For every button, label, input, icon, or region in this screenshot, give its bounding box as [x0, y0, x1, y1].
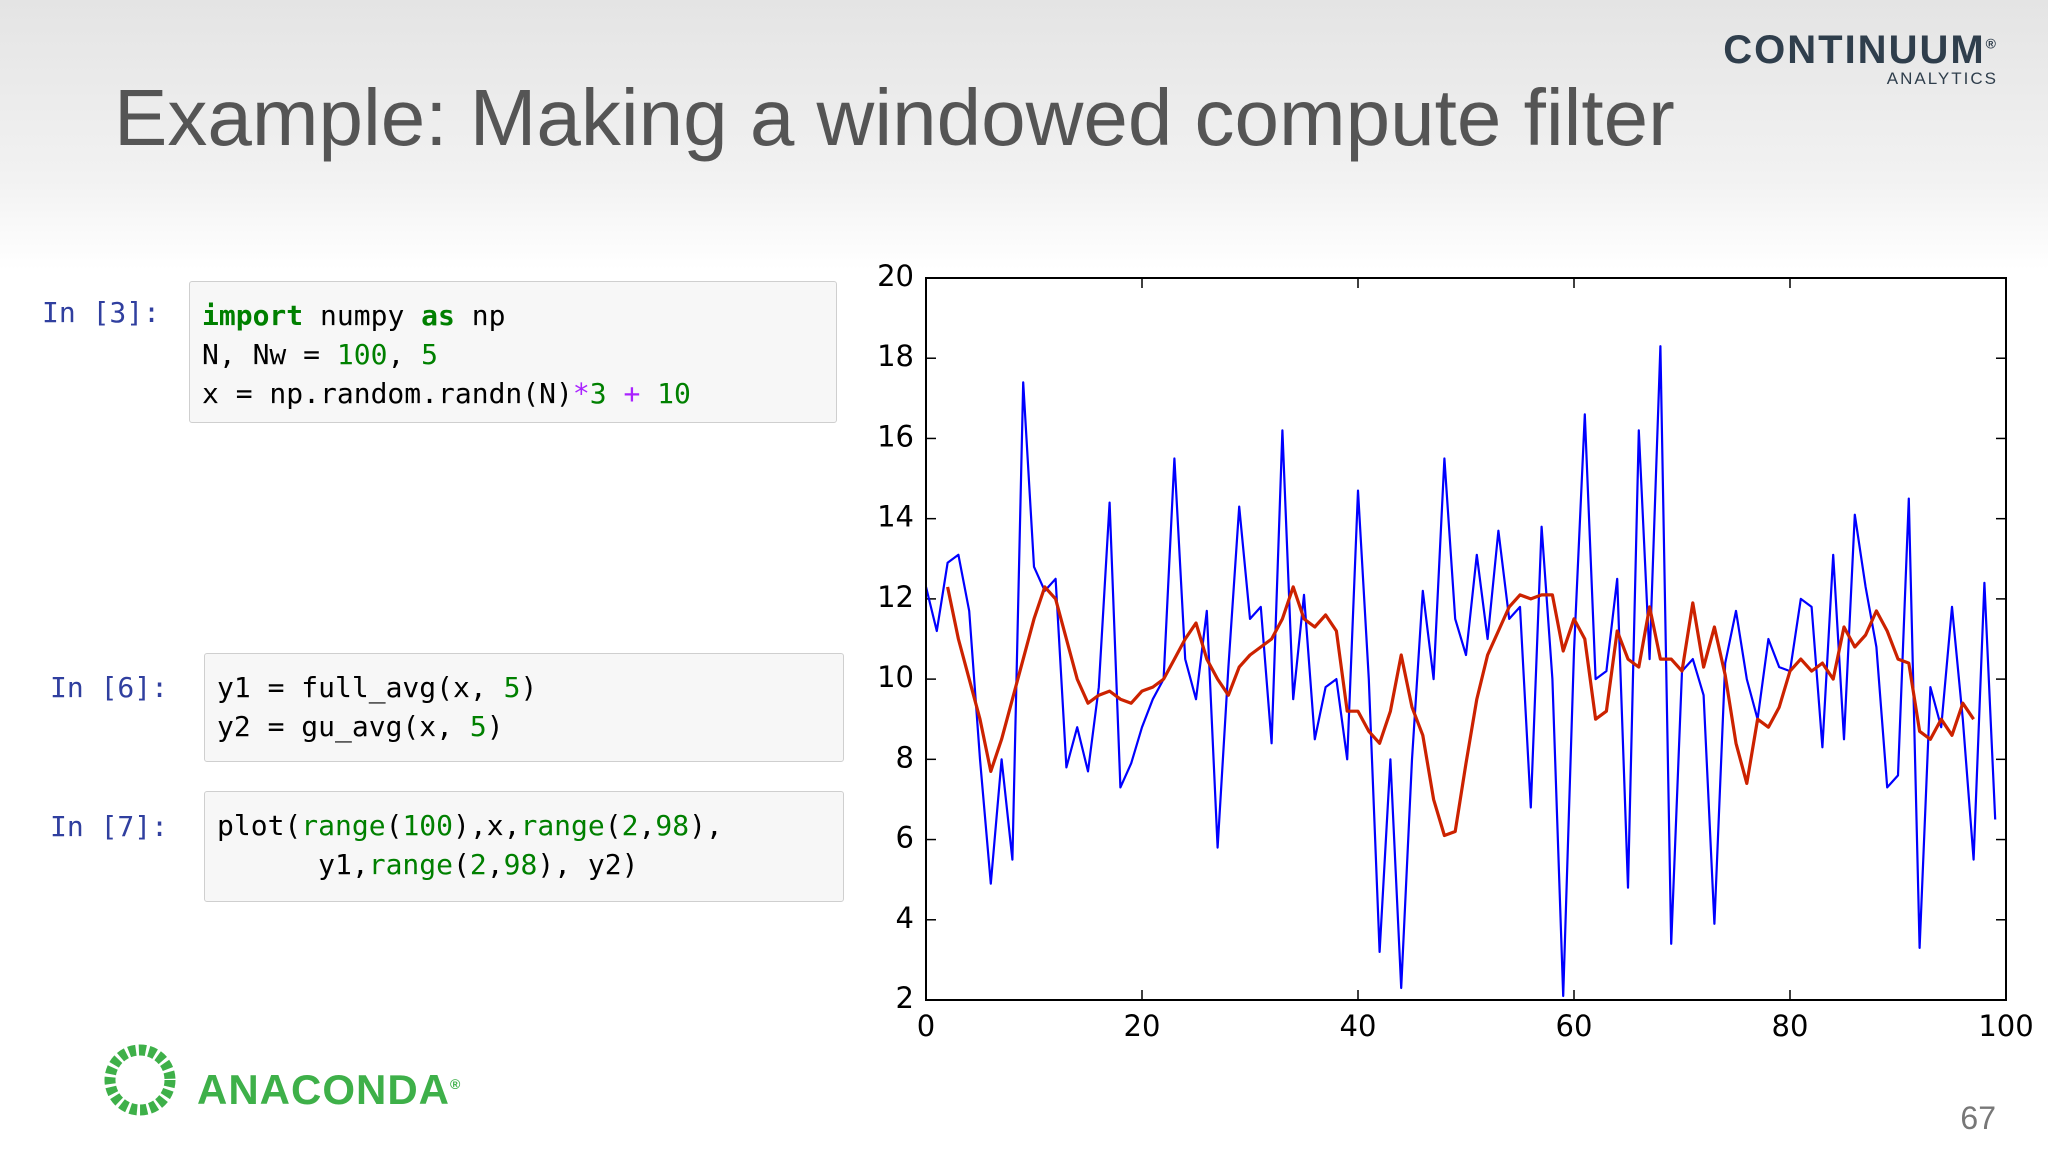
- y-tick-label: 14: [877, 500, 914, 534]
- code-token: ),x,: [453, 809, 521, 842]
- logo-icon: [104, 1044, 176, 1116]
- code-token: y1 = full_avg(x,: [217, 671, 504, 704]
- code-token: 3: [589, 377, 607, 410]
- code-token: 98: [503, 848, 538, 881]
- code-token: ,: [387, 338, 422, 371]
- x-tick-label: 40: [1340, 1009, 1377, 1043]
- brand-text: CONTINUUM: [1723, 28, 1986, 72]
- code-box: y1 = full_avg(x, 5) y2 = gu_avg(x, 5): [204, 653, 844, 762]
- x-tick-label: 60: [1556, 1009, 1593, 1043]
- cell-prompt: In [3]:: [42, 296, 161, 329]
- code-token: (: [604, 809, 622, 842]
- logo: ANACONDA®: [197, 1066, 461, 1114]
- code-token: plot(: [217, 809, 302, 842]
- code-token: ): [520, 671, 538, 704]
- plot-area: [926, 278, 2006, 1000]
- code-token: ),: [689, 809, 723, 842]
- y-tick-label: 2: [896, 981, 914, 1015]
- y-tick-label: 6: [896, 821, 914, 855]
- code-token: ): [486, 710, 504, 743]
- code-token: as: [421, 299, 455, 332]
- code-line: y1,range(2,98), y2): [217, 845, 831, 884]
- logo-text: ANACONDA: [197, 1066, 450, 1113]
- code-line: import numpy as np: [202, 296, 824, 335]
- code-token: ,: [638, 809, 656, 842]
- data-line: [946, 585, 1975, 838]
- x-tick-label: 20: [1124, 1009, 1161, 1043]
- cell-prompt: In [6]:: [50, 671, 169, 704]
- code-token: 5: [421, 338, 439, 371]
- code-token: range: [301, 809, 386, 842]
- brand-sub: ANALYTICS: [1886, 69, 1998, 88]
- code-token: (: [453, 848, 470, 881]
- y-tick-label: 8: [896, 740, 914, 774]
- code-token: 100: [402, 809, 454, 842]
- code-token: 98: [655, 809, 690, 842]
- code-token: 10: [657, 377, 691, 410]
- code-token: numpy: [303, 299, 422, 332]
- brand-name: CONTINUUM®: [1723, 28, 1998, 73]
- code-line: x = np.random.randn(N)*3 + 10: [202, 374, 824, 413]
- code-box: plot(range(100),x,range(2,98), y1,range(…: [204, 791, 844, 902]
- x-tick-label: 0: [917, 1009, 935, 1043]
- brand-mark: ®: [1985, 35, 1998, 52]
- code-token: N, Nw =: [202, 338, 337, 371]
- slide-title: Example: Making a windowed compute filte…: [114, 73, 1675, 162]
- y-tick-label: 4: [896, 901, 914, 935]
- y-tick-label: 12: [877, 580, 914, 614]
- page-number: 67: [1960, 1100, 1996, 1136]
- code-token: ), y2): [537, 848, 639, 881]
- logo-mark: ®: [450, 1076, 462, 1092]
- code-token: 2: [469, 848, 487, 881]
- brand: CONTINUUM® ANALYTICS: [1723, 28, 1998, 89]
- code-line: N, Nw = 100, 5: [202, 335, 824, 374]
- x-tick-label: 80: [1772, 1009, 1809, 1043]
- code-token: import: [202, 299, 304, 332]
- y-tick-label: 10: [877, 660, 914, 694]
- code-token: range: [520, 809, 605, 842]
- code-token: +: [606, 377, 658, 410]
- logo-ring: [104, 1044, 176, 1116]
- code-token: *: [572, 377, 590, 410]
- y-tick-label: 16: [877, 419, 914, 453]
- code-token: y2 = gu_avg(x,: [217, 710, 470, 743]
- code-token: np: [454, 299, 506, 332]
- code-token: (: [385, 809, 403, 842]
- code-token: ,: [486, 848, 504, 881]
- code-token: y1,: [217, 848, 369, 881]
- code-line: plot(range(100),x,range(2,98),: [217, 806, 831, 845]
- x-tick-label: 100: [1978, 1009, 2033, 1043]
- code-line: y1 = full_avg(x, 5): [217, 668, 831, 707]
- code-line: y2 = gu_avg(x, 5): [217, 707, 831, 746]
- code-token: range: [368, 848, 454, 881]
- data-line: [924, 345, 1997, 998]
- code-token: 5: [469, 710, 487, 743]
- y-tick-label: 18: [877, 339, 914, 373]
- plot-frame: [925, 277, 2007, 1001]
- code-token: x = np.random.randn(N): [202, 377, 573, 410]
- y-tick-label: 20: [877, 259, 914, 293]
- cell-prompt: In [7]:: [50, 810, 169, 843]
- code-token: 100: [336, 338, 388, 371]
- code-token: 2: [621, 809, 639, 842]
- code-token: 5: [503, 671, 521, 704]
